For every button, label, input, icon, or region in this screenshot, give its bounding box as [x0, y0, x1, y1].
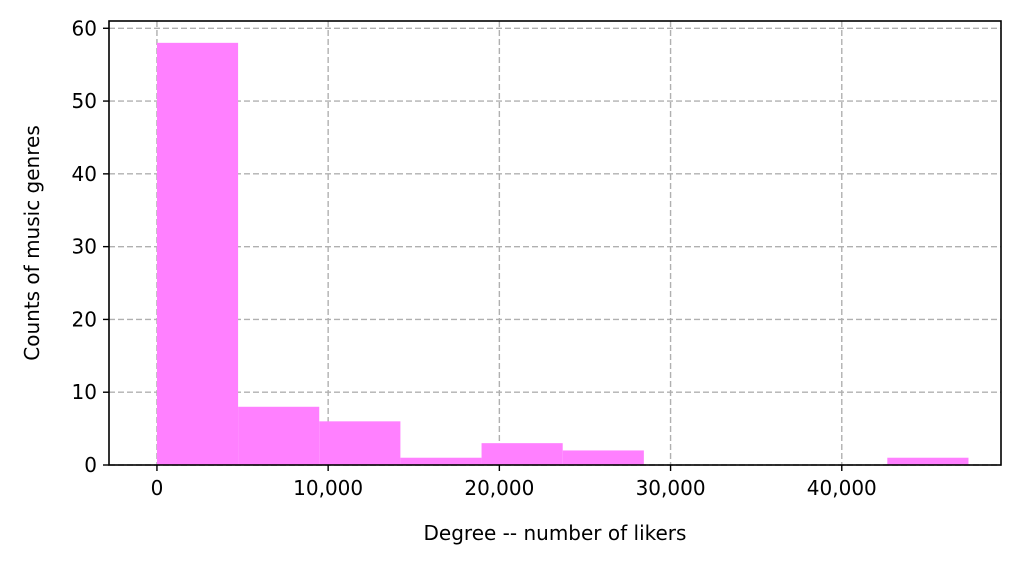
x-tick-label: 20,000 — [464, 476, 534, 500]
y-tick-label: 30 — [72, 235, 97, 259]
y-tick-label: 10 — [72, 380, 97, 404]
histogram-bar — [887, 457, 969, 465]
y-tick-label: 0 — [84, 453, 97, 477]
x-tick-label: 30,000 — [636, 476, 706, 500]
histogram-bar — [156, 42, 239, 466]
x-tick-label: 40,000 — [807, 476, 877, 500]
x-axis-ticks: 0 10,000 20,000 30,000 40,000 — [151, 465, 877, 500]
x-axis-label: Degree -- number of likers — [424, 521, 687, 545]
histogram-bar — [481, 443, 563, 465]
histogram-bar — [319, 421, 401, 465]
histogram-bar — [562, 450, 644, 465]
x-tick-label: 0 — [151, 476, 164, 500]
plot-frame — [108, 20, 1002, 466]
y-tick-label: 60 — [72, 16, 97, 40]
y-tick-label: 40 — [72, 162, 97, 186]
x-tick-label: 10,000 — [293, 476, 363, 500]
histogram-bar — [400, 457, 482, 465]
y-axis-label: Counts of music genres — [20, 125, 44, 360]
y-tick-label: 50 — [72, 89, 97, 113]
histogram-bar — [238, 406, 320, 465]
y-axis-ticks: 0 10 20 30 40 50 60 — [72, 16, 109, 477]
y-tick-label: 20 — [72, 307, 97, 331]
grid — [109, 21, 1001, 466]
bars — [156, 42, 969, 466]
